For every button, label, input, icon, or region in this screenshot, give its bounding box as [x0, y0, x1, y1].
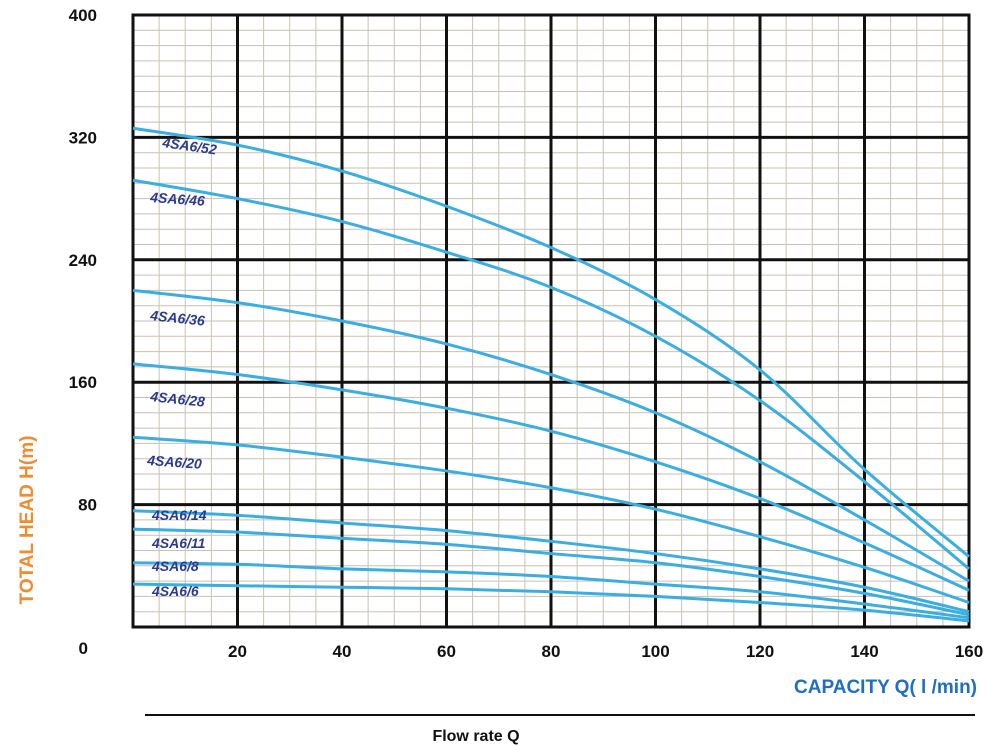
curve-label: 4SA6/6 — [151, 583, 199, 599]
curve-label: 4SA6/36 — [149, 307, 206, 329]
curve-4sa6-52 — [132, 126, 970, 558]
curve-4sa6-46 — [132, 178, 970, 571]
curves — [132, 126, 970, 623]
y-tick-label: 240 — [69, 251, 97, 270]
curve-4sa6-8 — [132, 561, 970, 620]
curve-label: 4SA6/28 — [149, 388, 206, 410]
x-tick-label: 140 — [850, 642, 878, 661]
x-tick-label: 100 — [641, 642, 669, 661]
y-tick-labels: 0 80 160 240 320 400 — [69, 6, 97, 658]
curve-4sa6-28 — [132, 362, 970, 592]
x-tick-label: 160 — [955, 642, 983, 661]
major-grid — [133, 15, 969, 627]
y-tick-label: 160 — [69, 373, 97, 392]
x-tick-label: 120 — [746, 642, 774, 661]
curve-4sa6-11 — [132, 527, 970, 617]
curve-label: 4SA6/20 — [146, 452, 203, 472]
y-tick-label: 80 — [78, 496, 97, 515]
plot-frame — [131, 13, 971, 629]
x-axis-title: CAPACITY Q( l /min) — [794, 677, 977, 698]
y-tick-label: 400 — [69, 6, 97, 25]
curve-label: 4SA6/14 — [151, 507, 207, 523]
curve-label: 4SA6/52 — [161, 134, 218, 158]
x-tick-label: 60 — [437, 642, 456, 661]
curve-label: 4SA6/8 — [151, 558, 199, 574]
curve-label: 4SA6/46 — [149, 189, 206, 209]
y-axis-title: TOTAL HEAD H(m) — [17, 436, 38, 605]
x-tick-label: 20 — [228, 642, 247, 661]
curve-4sa6-6 — [132, 582, 970, 623]
curve-label: 4SA6/11 — [151, 535, 206, 551]
curve-4sa6-36 — [132, 288, 970, 583]
x-tick-label: 80 — [542, 642, 561, 661]
footer-label: Flow rate Q — [432, 728, 519, 745]
y-tick-label: 0 — [79, 639, 88, 658]
x-tick-labels: 20 40 60 80 100 120 140 160 — [228, 642, 983, 661]
y-tick-label: 320 — [69, 128, 97, 147]
curve-4sa6-14 — [132, 509, 970, 614]
x-tick-label: 40 — [333, 642, 352, 661]
curve-4sa6-20 — [132, 435, 970, 604]
curve-labels: 4SA6/52 4SA6/46 4SA6/36 4SA6/28 4SA6/20 4SA6/… — [146, 134, 218, 599]
